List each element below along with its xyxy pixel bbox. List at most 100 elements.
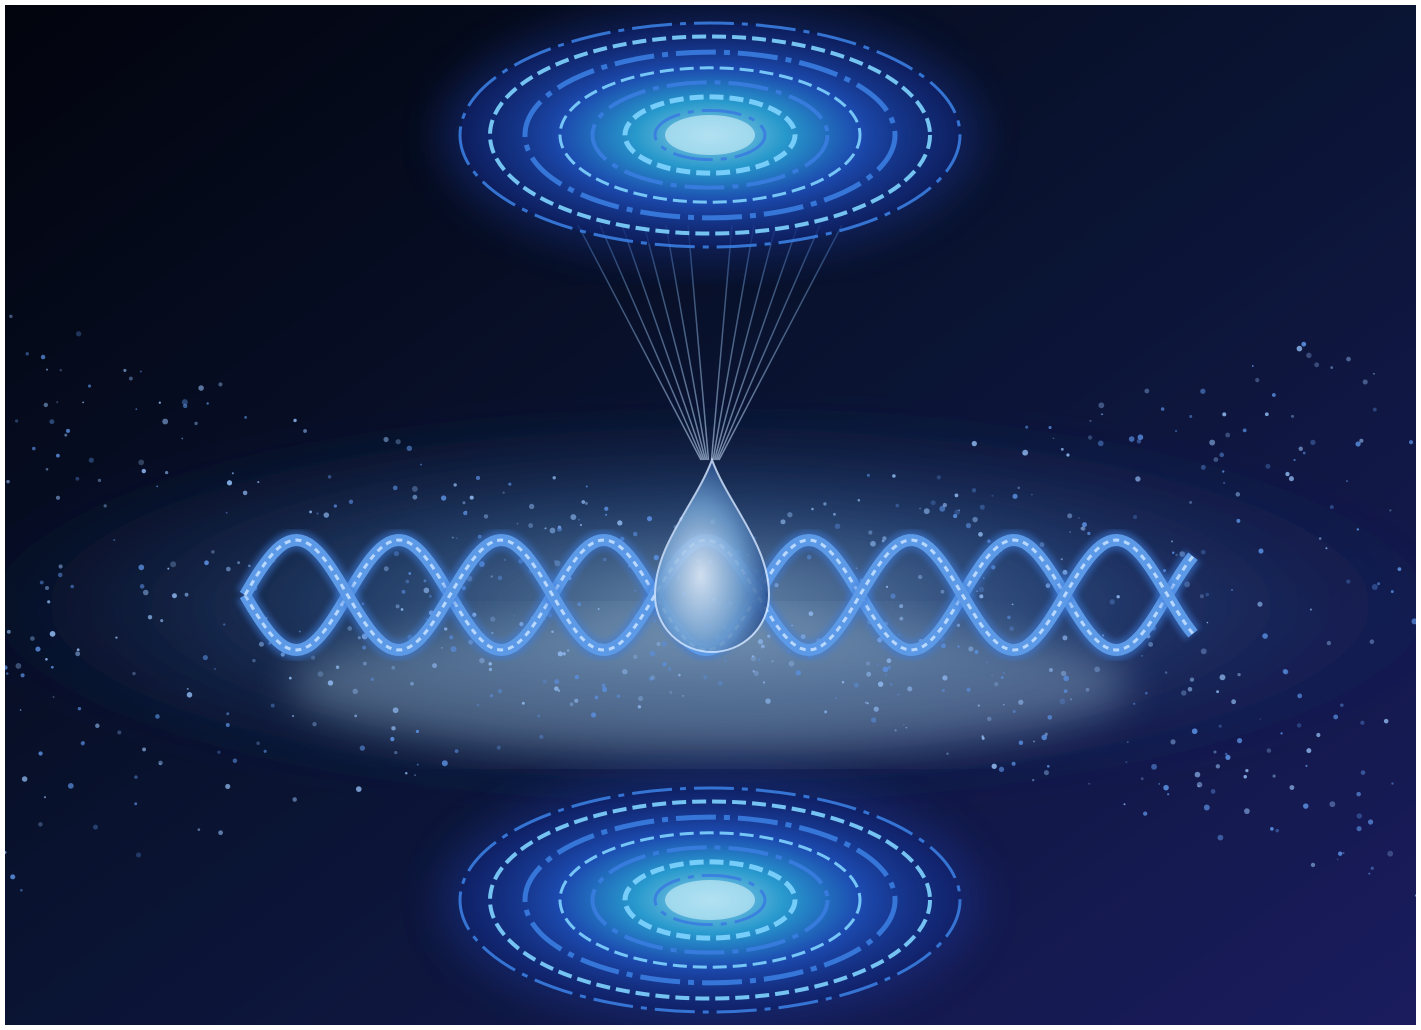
particle xyxy=(142,589,149,596)
particle xyxy=(1391,782,1394,785)
particle xyxy=(1330,366,1334,369)
particle xyxy=(1383,718,1389,724)
particle xyxy=(648,676,654,681)
particle xyxy=(390,736,395,742)
beam xyxy=(718,224,843,461)
particle xyxy=(662,662,667,667)
particle xyxy=(1011,761,1016,766)
particle xyxy=(1200,648,1207,655)
particle xyxy=(1217,834,1224,841)
particle xyxy=(38,822,43,827)
particle xyxy=(946,752,949,755)
particle xyxy=(1231,699,1237,705)
particle xyxy=(771,660,774,663)
particle xyxy=(1063,675,1070,682)
particle xyxy=(184,592,189,597)
particle xyxy=(1148,641,1154,647)
particle xyxy=(1288,476,1294,482)
particle xyxy=(811,507,814,511)
particle xyxy=(451,536,454,539)
particle xyxy=(383,436,389,443)
particle xyxy=(616,694,621,698)
disc-ring xyxy=(558,831,862,969)
particle xyxy=(1377,582,1381,586)
particle xyxy=(47,600,51,604)
particle xyxy=(895,503,900,508)
particle xyxy=(661,640,668,647)
particle xyxy=(871,717,877,723)
particle xyxy=(899,604,904,609)
particle xyxy=(82,401,84,404)
particle xyxy=(405,772,408,775)
particle xyxy=(1285,471,1290,477)
particle xyxy=(370,677,375,681)
particle xyxy=(49,631,56,637)
particle xyxy=(488,667,493,672)
particle xyxy=(968,646,974,652)
particle xyxy=(763,681,766,684)
particle xyxy=(556,526,563,532)
particle xyxy=(218,382,223,387)
particle xyxy=(1210,789,1216,794)
particle xyxy=(135,408,138,411)
particle xyxy=(923,508,930,515)
particle xyxy=(1346,356,1351,362)
particle xyxy=(1225,754,1231,760)
particle xyxy=(780,519,786,525)
particle xyxy=(977,704,981,707)
particle xyxy=(1310,439,1316,445)
particle xyxy=(311,655,316,660)
particle xyxy=(59,369,62,372)
particle xyxy=(362,645,367,650)
particle xyxy=(476,703,480,707)
particle xyxy=(941,688,945,693)
particle xyxy=(976,590,979,593)
particle xyxy=(1060,447,1064,451)
particle xyxy=(1362,379,1368,385)
particle xyxy=(1367,819,1374,825)
particle xyxy=(1089,419,1092,422)
particle xyxy=(194,421,198,426)
particle xyxy=(1387,850,1394,857)
particle xyxy=(991,494,994,497)
particle xyxy=(528,523,534,528)
backbone-highlight xyxy=(243,538,1195,652)
particle xyxy=(497,688,503,694)
particle xyxy=(95,723,100,728)
particle xyxy=(76,648,80,652)
particle xyxy=(1289,785,1295,790)
particle xyxy=(557,689,561,692)
particle xyxy=(1368,872,1371,875)
particle xyxy=(971,488,977,493)
particle xyxy=(463,511,468,516)
particle xyxy=(1219,452,1225,458)
particle xyxy=(1199,594,1204,599)
particle xyxy=(1243,775,1247,779)
particle xyxy=(1017,486,1021,490)
particle xyxy=(1062,635,1068,641)
particle xyxy=(19,709,22,711)
particle xyxy=(410,681,414,686)
particle xyxy=(1002,672,1005,674)
particle xyxy=(347,626,353,631)
particle xyxy=(1370,866,1374,870)
particle xyxy=(1098,402,1105,409)
particle xyxy=(317,671,324,677)
particle xyxy=(1012,709,1016,713)
particle xyxy=(868,530,873,535)
particle xyxy=(1306,748,1312,754)
particle xyxy=(549,527,556,534)
particle xyxy=(489,694,494,698)
particle xyxy=(469,495,474,500)
particle xyxy=(1123,803,1126,806)
particle xyxy=(1283,669,1289,675)
disc-ring xyxy=(590,80,830,190)
particle xyxy=(450,646,457,653)
beam xyxy=(710,224,733,461)
particle xyxy=(293,418,297,423)
particle xyxy=(894,729,897,732)
particle xyxy=(67,782,74,789)
particle xyxy=(497,575,503,581)
particle xyxy=(162,418,169,425)
particle xyxy=(395,439,401,445)
